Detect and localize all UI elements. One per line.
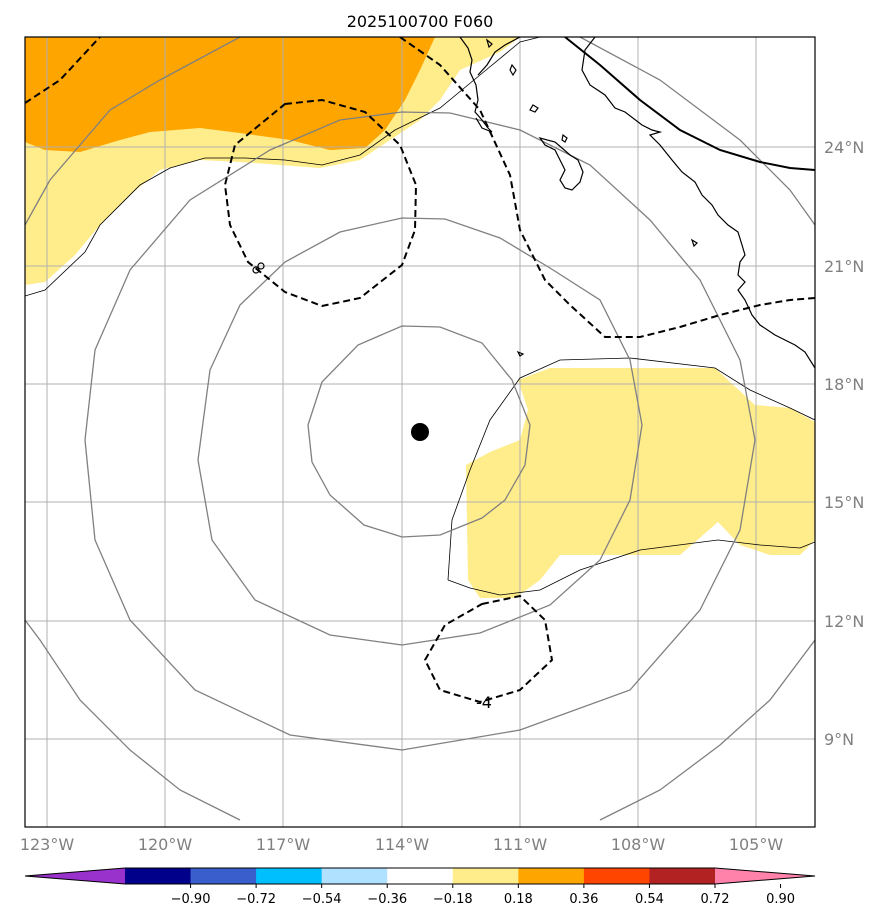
colorbar-segment [452, 868, 519, 884]
grid-lines [25, 37, 815, 827]
lon-label: 108°W [611, 835, 666, 854]
colorbar-segment [387, 868, 454, 884]
contour-label: -4 [476, 693, 492, 712]
map-frame [24, 36, 816, 828]
colorbar-segment [518, 868, 585, 884]
colorbar-outline [24, 867, 816, 885]
small-contour-loop-a [252, 266, 260, 274]
colorbar: −0.90 −0.72 −0.54 −0.36 −0.18 0.18 0.36 0.54 0.7… [24, 867, 816, 907]
colorbar-tick-label: −0.72 [236, 892, 276, 907]
colorbar-tick-label: 0.36 [569, 892, 598, 907]
colorbar-tick-label: −0.90 [171, 892, 211, 907]
lat-label: 9°N [824, 730, 854, 749]
colorbar-segment [190, 868, 257, 884]
colorbar-segment [256, 868, 323, 884]
colorbar-segment [321, 868, 388, 884]
lon-label: 111°W [493, 835, 548, 854]
lon-label: 117°W [256, 835, 311, 854]
light-yellow-fill-southeast [466, 368, 815, 598]
lon-label: 120°W [138, 835, 193, 854]
colorbar-segment [649, 868, 716, 884]
solid-black-contour [564, 37, 815, 171]
latitude-labels: 24°N 21°N 18°N 15°N 12°N 9°N [824, 138, 864, 749]
lat-label: 21°N [824, 257, 864, 276]
map-title: 2025100700 F060 [347, 12, 494, 31]
lon-label: 123°W [20, 835, 75, 854]
lat-label: 24°N [824, 138, 864, 157]
lat-label: 18°N [824, 375, 864, 394]
lat-label: 12°N [824, 612, 864, 631]
grey-contours [25, 37, 815, 821]
lat-label: 15°N [824, 493, 864, 512]
longitude-labels: 123°W 120°W 117°W 114°W 111°W 108°W 105°… [20, 835, 784, 854]
coastlines [459, 37, 815, 369]
colorbar-tick-label: 0.90 [766, 892, 795, 907]
colorbar-tick-label: 0.72 [701, 892, 730, 907]
colorbar-extend-low [25, 868, 125, 884]
dashed-contours [25, 37, 815, 704]
storm-center-marker [411, 423, 429, 441]
colorbar-tick-label: 0.54 [635, 892, 664, 907]
thin-contours [25, 37, 815, 596]
colorbar-extend-high [715, 868, 815, 884]
lon-label: 105°W [729, 835, 784, 854]
lon-label: 114°W [375, 835, 430, 854]
colorbar-tick-label: 0.18 [504, 892, 533, 907]
colorbar-tick-label: −0.18 [433, 892, 473, 907]
map-area [25, 37, 815, 827]
colorbar-tick-label: −0.36 [367, 892, 407, 907]
small-contour-loop-b [257, 262, 265, 270]
colorbar-segment [125, 868, 192, 884]
colorbar-tick-label: −0.54 [302, 892, 342, 907]
colorbar-segment [583, 868, 650, 884]
